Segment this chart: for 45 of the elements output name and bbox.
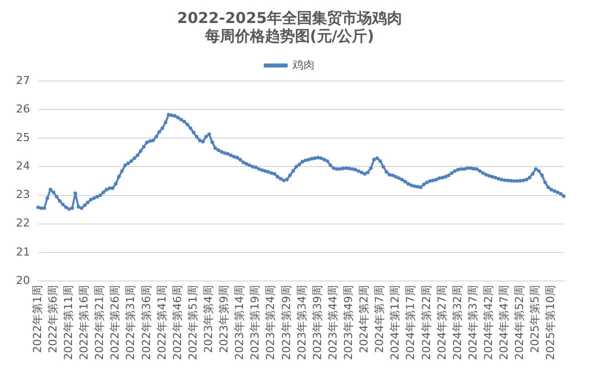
x-tick-label: 2022年第21周 — [93, 285, 106, 360]
x-tick-label: 2023年第49周 — [342, 285, 355, 360]
x-tick-label: 2023年第19周 — [248, 285, 262, 360]
x-tick-label: 2022年第16周 — [78, 285, 91, 360]
x-tick-label: 2024年第2周 — [358, 285, 371, 354]
y-tick-label: 25 — [16, 131, 30, 144]
y-tick-label: 23 — [16, 188, 30, 202]
x-tick-label: 2022年第51周 — [186, 285, 200, 360]
y-tick-label: 20 — [16, 274, 30, 287]
x-tick-label: 2022年第6周 — [46, 285, 60, 354]
y-tick-label: 22 — [16, 216, 30, 230]
x-tick-label: 2023年第9周 — [218, 285, 231, 354]
x-tick-label: 2023年第44周 — [326, 285, 340, 360]
chart-title: 2022-2025年全国集贸市场鸡肉 — [177, 8, 402, 27]
x-tick-label: 2024年第12周 — [388, 285, 402, 360]
x-tick-label: 2023年第14周 — [233, 285, 246, 360]
x-tick-label: 2025年第10周 — [544, 285, 558, 360]
x-tick-label: 2023年第24周 — [264, 285, 278, 360]
x-tick-label: 2024年第52周 — [513, 285, 526, 360]
x-tick-label: 2022年第11周 — [62, 285, 75, 360]
x-tick-label: 2024年第37周 — [466, 285, 480, 360]
x-tick-label: 2025年第5周 — [528, 285, 542, 354]
x-tick-label: 2023年第29周 — [280, 285, 293, 360]
y-tick-label: 21 — [16, 245, 30, 258]
chart-subtitle: 每周价格趋势图(元/公斤) — [204, 26, 374, 45]
y-tick-label: 24 — [16, 160, 30, 173]
x-tick-label: 2022年第46周 — [170, 285, 184, 360]
x-tick-label: 2024年第7周 — [373, 285, 386, 354]
x-tick-label: 2024年第22周 — [420, 285, 433, 360]
x-tick-label: 2024年第32周 — [450, 285, 464, 360]
x-tick-label: 2024年第17周 — [404, 285, 418, 360]
x-tick-label: 2024年第27周 — [435, 285, 448, 360]
legend-label: 鸡肉 — [291, 58, 314, 72]
x-tick-label: 2022年第26周 — [108, 285, 122, 360]
x-tick-label: 2024年第42周 — [482, 285, 495, 360]
x-tick-label: 2024年第47周 — [498, 285, 511, 360]
x-tick-label: 2022年第31周 — [124, 285, 138, 360]
x-tick-label: 2022年第41周 — [155, 285, 168, 360]
x-tick-label: 2023年第39周 — [310, 285, 324, 360]
y-tick-label: 26 — [16, 102, 30, 116]
x-tick-label: 2023年第34周 — [295, 285, 308, 360]
x-tick-label: 2022年第36周 — [140, 285, 153, 360]
y-tick-label: 27 — [16, 74, 30, 87]
x-tick-label: 2023年第4周 — [202, 285, 215, 354]
x-tick-label: 2022年第1周 — [30, 285, 44, 354]
